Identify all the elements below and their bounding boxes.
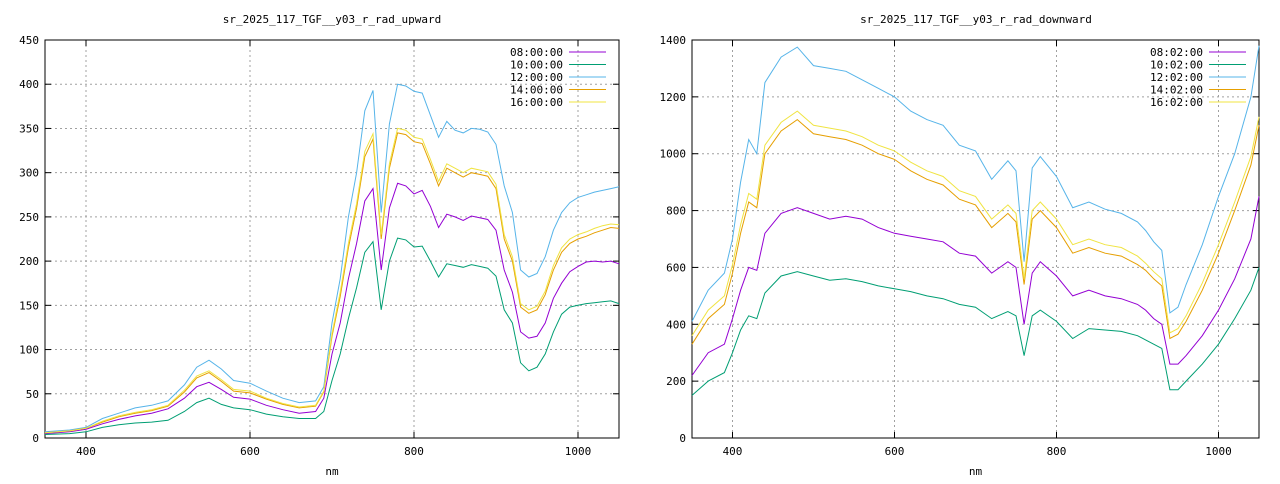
legend-label: 08:02:00: [1150, 46, 1203, 59]
series-line-5: [691, 110, 1260, 336]
legend-label: 14:02:00: [1150, 84, 1203, 97]
chart-title: sr_2025_117_TGF__y03_r_rad_downward: [860, 13, 1092, 26]
y-tick-label: 50: [26, 388, 39, 401]
x-axis-label: nm: [325, 465, 339, 478]
x-tick-label: 600: [240, 445, 260, 458]
y-tick-label: 0: [32, 432, 39, 445]
chart-title: sr_2025_117_TGF__y03_r_rad_upward: [223, 13, 442, 26]
y-tick-label: 150: [19, 299, 39, 312]
x-tick-label: 400: [76, 445, 96, 458]
series-line-2: [691, 267, 1260, 396]
legend-label: 10:00:00: [510, 59, 563, 72]
y-tick-label: 1200: [660, 91, 687, 104]
series-line-2: [44, 237, 620, 435]
series-line-4: [44, 132, 620, 434]
y-tick-label: 200: [666, 375, 686, 388]
plot-frame: [44, 39, 620, 439]
chart-1: sr_2025_117_TGF__y03_r_rad_upward 0 50 100 1…: [19, 13, 620, 478]
y-tick-label: 1000: [660, 148, 687, 161]
y-tick-label: 250: [19, 211, 39, 224]
legend-label: 16:00:00: [510, 96, 563, 109]
y-tick-label: 400: [666, 318, 686, 331]
x-axis-label: nm: [969, 465, 983, 478]
y-tick-label: 350: [19, 122, 39, 135]
x-tick-label: 800: [404, 445, 424, 458]
series-line-3: [44, 83, 620, 433]
y-tick-label: 100: [19, 344, 39, 357]
x-tick-label: 600: [885, 445, 905, 458]
legend-label: 12:02:00: [1150, 71, 1203, 84]
y-tick-label: 400: [19, 78, 39, 91]
series-line-1: [691, 196, 1260, 376]
legend-label: 14:00:00: [510, 84, 563, 97]
chart-2: sr_2025_117_TGF__y03_r_rad_downward 0 200 4…: [660, 13, 1260, 478]
legend-label: 12:00:00: [510, 71, 563, 84]
y-tick-label: 300: [19, 167, 39, 180]
legend-label: 10:02:00: [1150, 59, 1203, 72]
y-tick-label: 1400: [660, 34, 687, 47]
legend-label: 08:00:00: [510, 46, 563, 59]
series-line-4: [691, 118, 1260, 345]
y-tick-label: 450: [19, 34, 39, 47]
series-line-5: [44, 127, 620, 434]
x-tick-label: 400: [723, 445, 743, 458]
x-tick-label: 1000: [1205, 445, 1232, 458]
legend-label: 16:02:00: [1150, 96, 1203, 109]
series-line-3: [691, 45, 1260, 322]
plot-frame: [691, 39, 1260, 439]
x-tick-label: 800: [1047, 445, 1067, 458]
x-tick-label: 1000: [565, 445, 592, 458]
y-tick-label: 600: [666, 261, 686, 274]
y-tick-label: 200: [19, 255, 39, 268]
y-tick-label: 0: [679, 432, 686, 445]
series-line-1: [44, 182, 620, 435]
y-tick-label: 800: [666, 205, 686, 218]
